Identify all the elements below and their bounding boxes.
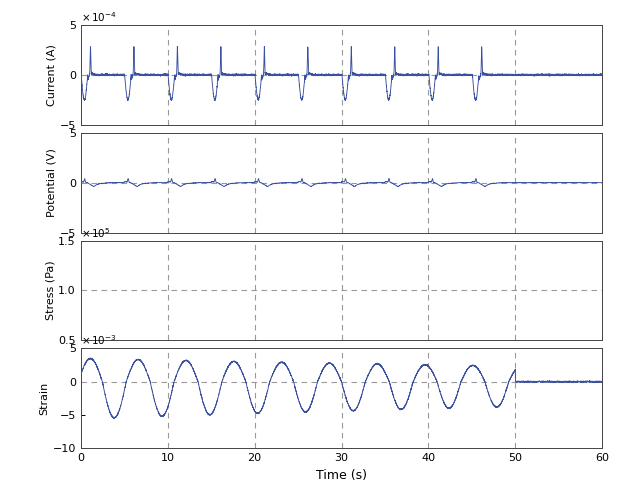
Y-axis label: Potential (V): Potential (V) [47, 148, 57, 217]
Text: $\times\,10^{5}$: $\times\,10^{5}$ [81, 226, 111, 240]
X-axis label: Time (s): Time (s) [316, 469, 367, 482]
Y-axis label: Stress (Pa): Stress (Pa) [45, 260, 55, 320]
Y-axis label: Strain: Strain [40, 381, 50, 415]
Text: $\times\,10^{-3}$: $\times\,10^{-3}$ [81, 334, 117, 348]
Y-axis label: Current (A): Current (A) [47, 44, 57, 106]
Text: $\times\,10^{-4}$: $\times\,10^{-4}$ [81, 10, 117, 24]
